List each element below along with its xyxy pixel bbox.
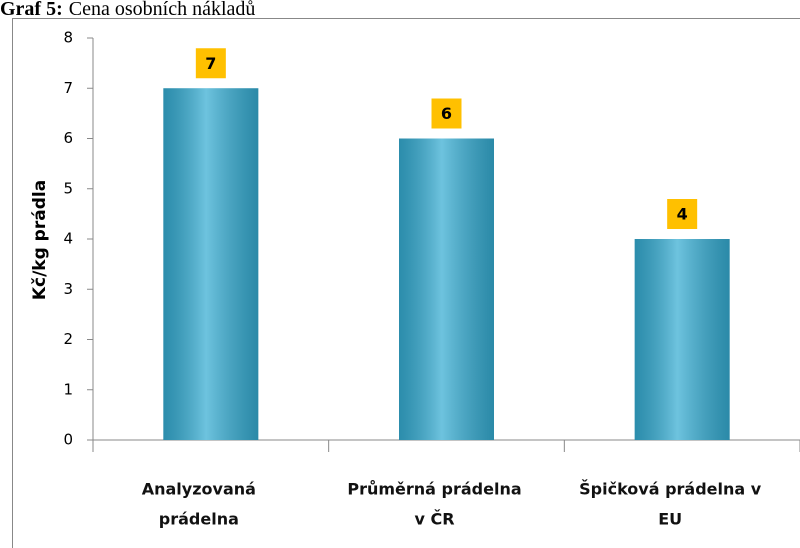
value-label-box bbox=[195, 48, 226, 79]
value-label: 4 bbox=[677, 205, 688, 224]
value-label-box bbox=[431, 98, 462, 129]
bar-shine bbox=[163, 88, 259, 440]
x-tick-label: Špičková prádelna v bbox=[579, 480, 762, 499]
y-axis-label: Kč/kg prádla bbox=[30, 180, 50, 300]
x-tick-label: Analyzovaná bbox=[142, 480, 256, 499]
x-tick-label: v ČR bbox=[414, 510, 454, 529]
y-tick-label: 0 bbox=[63, 431, 73, 449]
x-tick-label: Průměrná prádelna bbox=[347, 480, 521, 499]
title-text: Cena osobních nákladů bbox=[69, 0, 256, 20]
bar-shine bbox=[399, 138, 494, 440]
y-tick-label: 7 bbox=[63, 79, 73, 97]
value-label-box bbox=[667, 199, 698, 229]
y-tick-label: 2 bbox=[63, 330, 73, 348]
y-tick-label: 4 bbox=[63, 230, 73, 248]
value-label: 7 bbox=[205, 54, 216, 73]
value-label: 6 bbox=[441, 104, 452, 123]
chart-title: Graf 5: Cena osobních nákladů bbox=[0, 0, 255, 20]
y-tick-label: 5 bbox=[63, 179, 73, 197]
y-tick-label: 8 bbox=[63, 29, 73, 47]
bar-shine bbox=[634, 239, 730, 440]
y-tick-label: 1 bbox=[63, 380, 73, 398]
x-tick-label: EU bbox=[658, 510, 682, 529]
y-tick-label: 3 bbox=[63, 280, 73, 298]
y-tick-label: 6 bbox=[63, 129, 73, 147]
title-prefix: Graf 5: bbox=[0, 0, 63, 20]
x-tick-label: prádelna bbox=[159, 510, 239, 529]
